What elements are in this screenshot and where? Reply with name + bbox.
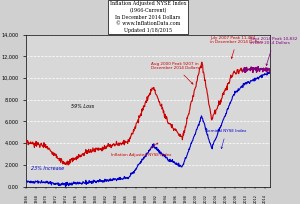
- Text: Aug 2000 Peak 9207 in
December 2014 Dollars: Aug 2000 Peak 9207 in December 2014 Doll…: [151, 62, 199, 84]
- Text: Inflation Adjusted NYSE Index: Inflation Adjusted NYSE Index: [111, 143, 171, 157]
- Text: 23% Increase: 23% Increase: [31, 166, 64, 171]
- Text: Inflation Adjusted NYSE Index
(1966-Current)
In December 2014 Dollars
© www.Infl: Inflation Adjusted NYSE Index (1966-Curr…: [110, 1, 186, 33]
- Text: Sept 2014 Peak 10,832
in Dec 2014 Dollars: Sept 2014 Peak 10,832 in Dec 2014 Dollar…: [250, 37, 298, 65]
- Text: July 2007 Peak 11,484
in December 2014 Dollars: July 2007 Peak 11,484 in December 2014 D…: [210, 36, 264, 59]
- Text: 59% Loss: 59% Loss: [71, 104, 94, 109]
- Text: Nominal NYSE Index: Nominal NYSE Index: [206, 129, 247, 149]
